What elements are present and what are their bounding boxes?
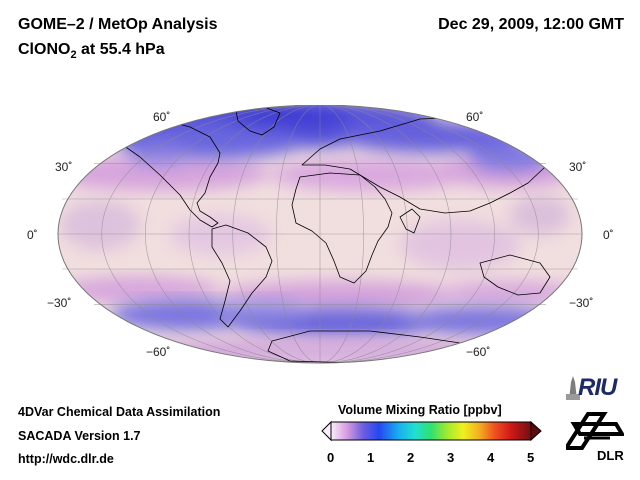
species-suffix: at 55.4 hPa — [76, 41, 165, 58]
mollweide-map — [57, 105, 583, 364]
map-title: GOME–2 / MetOp Analysis — [18, 16, 218, 33]
lat-label-eq-right: 0˚ — [603, 228, 614, 242]
lat-label-eq-left: 0˚ — [27, 228, 38, 242]
india-coast — [399, 208, 421, 234]
lat-label-30n-right: 30˚ — [569, 160, 587, 174]
lat-label-60s-right: −60˚ — [466, 345, 491, 359]
dlr-logo-text: DLR — [597, 448, 624, 463]
colorbar-overflow-arrow — [530, 420, 542, 442]
australia-coast — [479, 254, 551, 296]
colorbar-underflow-arrow — [321, 420, 332, 442]
colorbar-tick-0: 0 — [327, 450, 335, 465]
colorbar-title: Volume Mixing Ratio [ppbv] — [338, 403, 502, 417]
footer-method: 4DVar Chemical Data Assimilation — [18, 405, 221, 419]
riu-tower-icon — [566, 376, 580, 400]
lat-label-60s-left: −60˚ — [146, 345, 171, 359]
colorbar-tick-1: 1 — [367, 450, 375, 465]
dlr-emblem-icon — [566, 412, 624, 450]
eurasia-coast — [301, 116, 546, 214]
dlr-logo: DLR — [562, 412, 628, 468]
tropical-patches — [60, 195, 570, 270]
riu-logo-text: RIU — [578, 374, 617, 401]
species-title: ClONO2 at 55.4 hPa — [18, 41, 165, 61]
species-prefix: ClONO — [18, 41, 71, 58]
lat-label-30n-left: 30˚ — [55, 160, 73, 174]
lat-label-60n-left: 60˚ — [153, 110, 171, 124]
africa-coast — [291, 172, 393, 284]
north-america-coast — [119, 118, 221, 228]
colorbar — [321, 420, 542, 442]
south-america-coast — [211, 224, 273, 328]
colorbar-gradient — [330, 421, 532, 441]
colorbar-tick-3: 3 — [447, 450, 455, 465]
analysis-datetime: Dec 29, 2009, 12:00 GMT — [438, 16, 624, 33]
riu-logo: RIU — [566, 374, 630, 404]
colorbar-tick-5: 5 — [527, 450, 535, 465]
lat-label-60n-right: 60˚ — [466, 110, 484, 124]
colorbar-tick-2: 2 — [407, 450, 415, 465]
lat-label-30s-left: −30˚ — [47, 296, 72, 310]
footer-version: SACADA Version 1.7 — [18, 429, 141, 443]
globe-outline — [57, 105, 583, 364]
colorbar-tick-4: 4 — [487, 450, 495, 465]
species-subscript: 2 — [70, 49, 77, 62]
footer-url: http://wdc.dlr.de — [18, 452, 114, 466]
lat-label-30s-right: −30˚ — [569, 296, 594, 310]
